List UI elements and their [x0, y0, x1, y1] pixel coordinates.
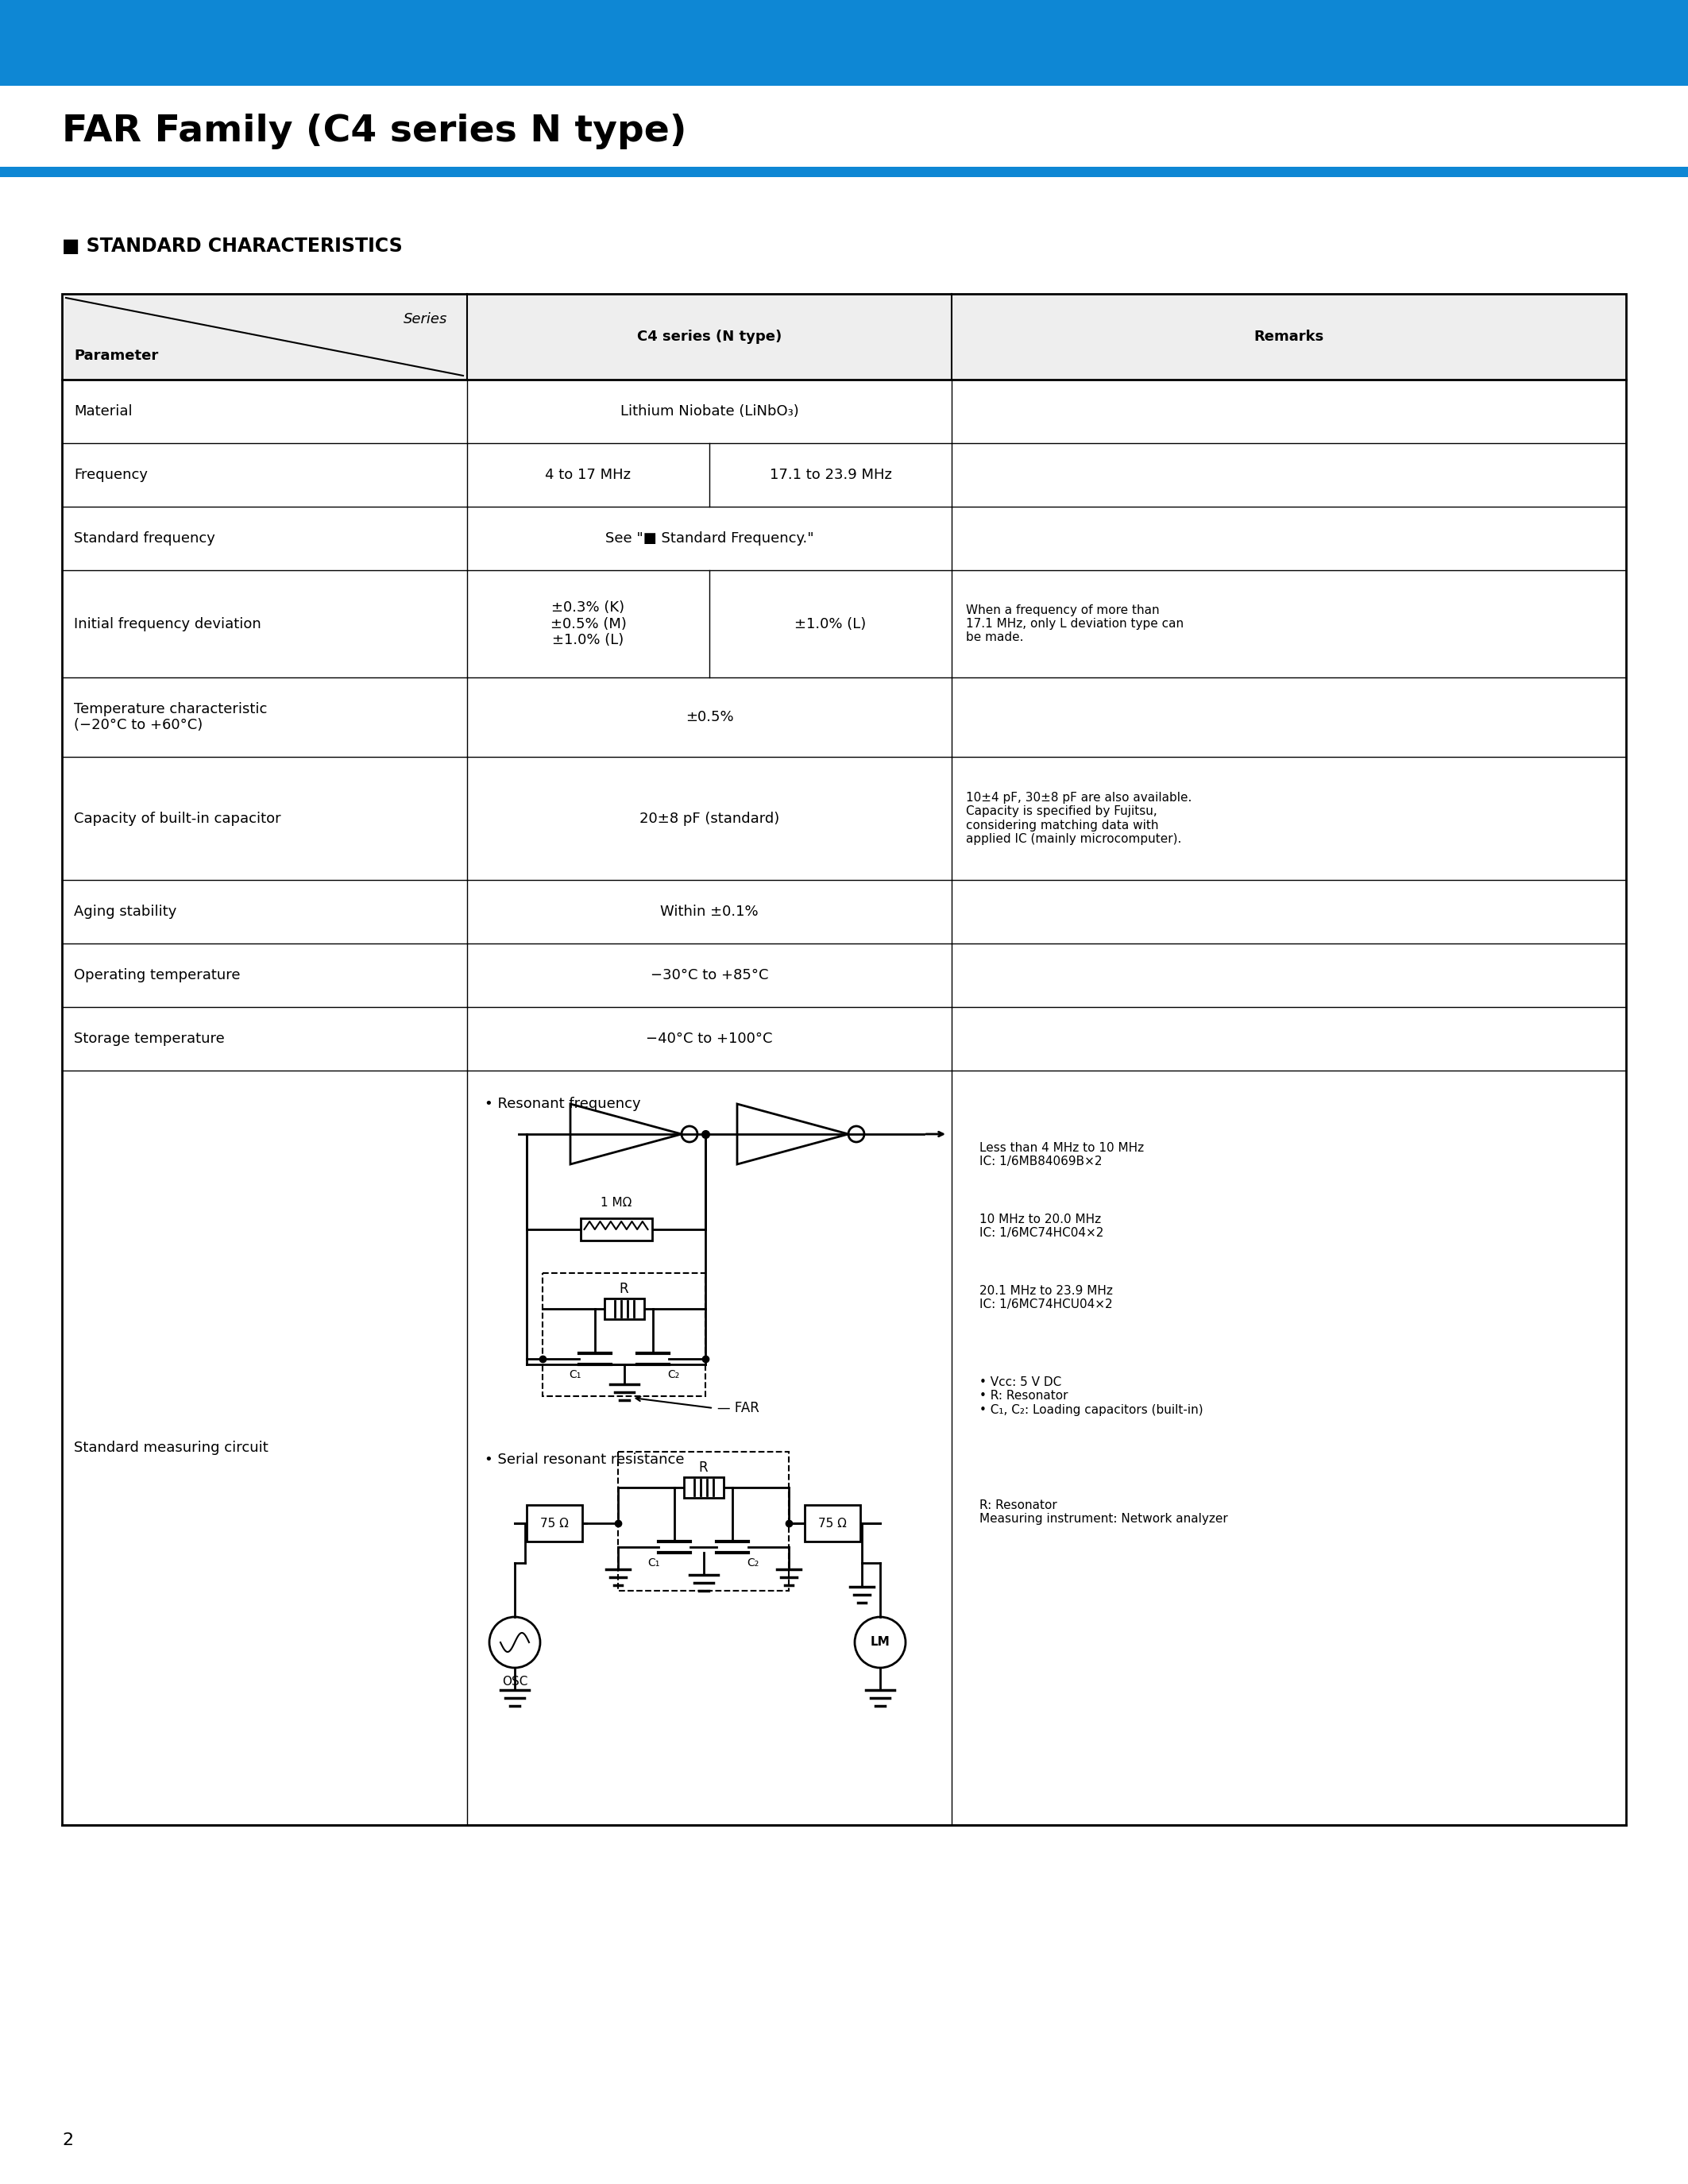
Text: C₁: C₁ — [648, 1557, 660, 1568]
Text: 2: 2 — [62, 2132, 73, 2149]
Text: • Vcc: 5 V DC
• R: Resonator
• C₁, C₂: Loading capacitors (built-in): • Vcc: 5 V DC • R: Resonator • C₁, C₂: L… — [979, 1376, 1204, 1415]
Text: Temperature characteristic
(−20°C to +60°C): Temperature characteristic (−20°C to +60… — [74, 701, 267, 732]
Text: See "■ Standard Frequency.": See "■ Standard Frequency." — [604, 531, 814, 546]
Bar — [604, 1299, 643, 1319]
Text: Initial frequency deviation: Initial frequency deviation — [74, 616, 262, 631]
Text: C₂: C₂ — [748, 1557, 760, 1568]
Text: Frequency: Frequency — [74, 467, 149, 483]
Text: Within ±0.1%: Within ±0.1% — [660, 904, 758, 919]
Text: 10 MHz to 20.0 MHz
IC: 1/6MC74HC04×2: 10 MHz to 20.0 MHz IC: 1/6MC74HC04×2 — [979, 1214, 1104, 1238]
Text: C4 series (N type): C4 series (N type) — [636, 330, 782, 343]
Text: Standard measuring circuit: Standard measuring circuit — [74, 1441, 268, 1455]
Bar — [805, 1505, 861, 1542]
Text: ±0.5%: ±0.5% — [685, 710, 733, 725]
Bar — [0, 0, 1688, 85]
Text: 17.1 to 23.9 MHz: 17.1 to 23.9 MHz — [770, 467, 891, 483]
Text: Material: Material — [74, 404, 132, 419]
Text: Capacity of built-in capacitor: Capacity of built-in capacitor — [74, 810, 280, 826]
Text: • Resonant frequency: • Resonant frequency — [484, 1096, 641, 1112]
Text: −40°C to +100°C: −40°C to +100°C — [647, 1031, 773, 1046]
Bar — [684, 1476, 722, 1498]
Text: C₂: C₂ — [667, 1369, 679, 1380]
Text: ■ STANDARD CHARACTERISTICS: ■ STANDARD CHARACTERISTICS — [62, 236, 402, 256]
Bar — [62, 295, 1626, 380]
Bar — [62, 295, 1626, 1826]
Text: FAR Family (C4 series N type): FAR Family (C4 series N type) — [62, 114, 687, 149]
Text: Series: Series — [403, 312, 447, 328]
Text: Operating temperature: Operating temperature — [74, 968, 240, 983]
Text: R: R — [619, 1282, 628, 1295]
Text: R: Resonator
Measuring instrument: Network analyzer: R: Resonator Measuring instrument: Netwo… — [979, 1500, 1227, 1524]
Bar — [618, 1452, 788, 1590]
Text: LM: LM — [871, 1636, 890, 1649]
Bar — [581, 1219, 652, 1241]
Text: Standard frequency: Standard frequency — [74, 531, 214, 546]
Text: 75 Ω: 75 Ω — [819, 1518, 847, 1529]
Text: ±0.3% (K)
±0.5% (M)
±1.0% (L): ±0.3% (K) ±0.5% (M) ±1.0% (L) — [550, 601, 626, 646]
Text: Remarks: Remarks — [1254, 330, 1323, 343]
Text: R: R — [699, 1461, 707, 1474]
Text: • Serial resonant resistance: • Serial resonant resistance — [484, 1452, 684, 1468]
Text: Storage temperature: Storage temperature — [74, 1031, 225, 1046]
Text: Lithium Niobate (LiNbO₃): Lithium Niobate (LiNbO₃) — [619, 404, 798, 419]
Text: Aging stability: Aging stability — [74, 904, 177, 919]
Text: Parameter: Parameter — [74, 349, 159, 363]
Text: 10±4 pF, 30±8 pF are also available.
Capacity is specified by Fujitsu,
consideri: 10±4 pF, 30±8 pF are also available. Cap… — [966, 793, 1192, 845]
Text: 4 to 17 MHz: 4 to 17 MHz — [545, 467, 631, 483]
Text: 1 MΩ: 1 MΩ — [601, 1197, 631, 1208]
Bar — [527, 1505, 582, 1542]
Text: Less than 4 MHz to 10 MHz
IC: 1/6MB84069B×2: Less than 4 MHz to 10 MHz IC: 1/6MB84069… — [979, 1142, 1144, 1168]
Text: C₁: C₁ — [569, 1369, 581, 1380]
Text: ±1.0% (L): ±1.0% (L) — [795, 616, 866, 631]
Bar — [542, 1273, 706, 1396]
Text: — FAR: — FAR — [717, 1400, 760, 1415]
Text: 20.1 MHz to 23.9 MHz
IC: 1/6MC74HCU04×2: 20.1 MHz to 23.9 MHz IC: 1/6MC74HCU04×2 — [979, 1284, 1112, 1310]
Text: 75 Ω: 75 Ω — [540, 1518, 569, 1529]
Text: 20±8 pF (standard): 20±8 pF (standard) — [640, 810, 780, 826]
Text: When a frequency of more than
17.1 MHz, only L deviation type can
be made.: When a frequency of more than 17.1 MHz, … — [966, 605, 1183, 644]
Text: −30°C to +85°C: −30°C to +85°C — [650, 968, 768, 983]
Text: OSC: OSC — [501, 1675, 528, 1688]
Bar — [0, 166, 1688, 177]
